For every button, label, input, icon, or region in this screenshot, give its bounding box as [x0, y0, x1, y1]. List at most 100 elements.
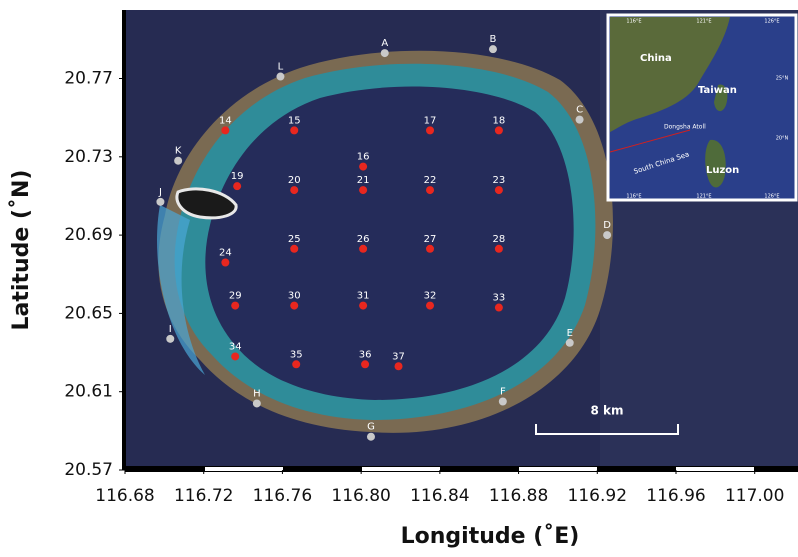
x-tick-label: 116.76 [253, 486, 312, 506]
station-label: 19 [231, 171, 244, 182]
station-marker [495, 245, 503, 253]
station-marker [361, 360, 369, 368]
station-marker [359, 302, 367, 310]
scale-bar-label: 8 km [590, 404, 623, 418]
y-tick-label: 20.77 [64, 69, 113, 89]
station-label: 30 [288, 291, 301, 302]
station-marker [489, 45, 497, 53]
inset-place: Taiwan [698, 85, 737, 96]
station-marker [426, 186, 434, 194]
x-tick-label: 116.92 [568, 486, 627, 506]
station-marker [367, 433, 375, 441]
station-marker [233, 182, 241, 190]
frame-segment [362, 467, 440, 471]
station-label: 23 [493, 175, 506, 186]
station-label: 31 [357, 291, 370, 302]
station-marker [395, 362, 403, 370]
x-tick-label: 116.80 [331, 486, 390, 506]
inset-lon-label: 121°E [696, 194, 711, 200]
station-label: 34 [229, 341, 242, 352]
station-marker [495, 186, 503, 194]
station-label: 22 [424, 175, 437, 186]
station-label: B [490, 34, 497, 45]
x-tick-label: 116.72 [174, 486, 233, 506]
station-label: 37 [392, 351, 405, 362]
station-marker [426, 126, 434, 134]
station-label: A [381, 38, 388, 49]
station-label: I [169, 324, 172, 335]
station-label: J [158, 187, 162, 198]
station-marker [359, 245, 367, 253]
y-tick-label: 20.73 [64, 147, 113, 167]
station-label: 29 [229, 291, 242, 302]
station-label: K [175, 146, 182, 157]
station-label: L [278, 62, 284, 73]
frame-segment [676, 467, 754, 471]
station-label: 24 [219, 248, 232, 259]
station-marker [566, 339, 574, 347]
station-marker [359, 163, 367, 171]
inset-lon-label: 121°E [696, 19, 711, 25]
station-label: G [367, 422, 375, 433]
station-marker [292, 360, 300, 368]
station-marker [359, 186, 367, 194]
inset-place: Dongsha Atoll [664, 124, 706, 131]
station-marker [231, 352, 239, 360]
y-axis-title: Latitude (˚N) [9, 170, 34, 331]
station-marker [499, 397, 507, 405]
x-tick-label: 116.84 [410, 486, 469, 506]
station-marker [603, 231, 611, 239]
station-marker [290, 302, 298, 310]
station-marker [290, 126, 298, 134]
inset-lon-label: 116°E [626, 194, 641, 200]
station-label: 18 [493, 115, 506, 126]
station-marker [495, 126, 503, 134]
station-marker [426, 302, 434, 310]
y-tick-label: 20.57 [64, 460, 113, 480]
station-label: F [500, 386, 506, 397]
station-label: 28 [493, 234, 506, 245]
station-label: 21 [357, 175, 370, 186]
station-label: 14 [219, 115, 232, 126]
station-label: 25 [288, 234, 301, 245]
station-marker [576, 116, 584, 124]
station-marker [426, 245, 434, 253]
x-tick-label: 116.68 [95, 486, 154, 506]
station-marker [276, 73, 284, 81]
station-label: E [567, 328, 573, 339]
station-marker [495, 304, 503, 312]
frame-segment [205, 467, 283, 471]
station-label: 20 [288, 175, 301, 186]
y-tick-label: 20.65 [64, 303, 113, 323]
station-label: 33 [493, 293, 506, 304]
x-tick-label: 116.96 [646, 486, 705, 506]
station-marker [290, 245, 298, 253]
inset-place: China [640, 53, 672, 64]
inset-lat-label: 25°N [776, 76, 789, 82]
station-marker [221, 126, 229, 134]
station-label: H [253, 388, 261, 399]
y-tick-label: 20.61 [64, 382, 113, 402]
station-marker [221, 259, 229, 267]
station-label: 27 [424, 234, 437, 245]
station-marker [156, 198, 164, 206]
station-label: 26 [357, 234, 370, 245]
station-marker [174, 157, 182, 165]
inset-lat-label: 20°N [776, 136, 789, 142]
station-marker [253, 399, 261, 407]
inset-place: Luzon [706, 165, 739, 176]
station-marker [290, 186, 298, 194]
station-label: C [576, 105, 583, 116]
station-label: 17 [424, 115, 437, 126]
station-label: 36 [359, 349, 372, 360]
frame-segment [519, 467, 597, 471]
station-label: 16 [357, 152, 370, 163]
x-tick-label: 116.88 [489, 486, 548, 506]
inset-lon-label: 126°E [764, 194, 779, 200]
x-tick-label: 117.00 [725, 486, 784, 506]
station-label: 32 [424, 291, 437, 302]
x-axis-title: Longitude (˚E) [401, 524, 580, 549]
station-label: D [603, 220, 611, 231]
y-tick-label: 20.69 [64, 225, 113, 245]
station-label: 35 [290, 349, 303, 360]
